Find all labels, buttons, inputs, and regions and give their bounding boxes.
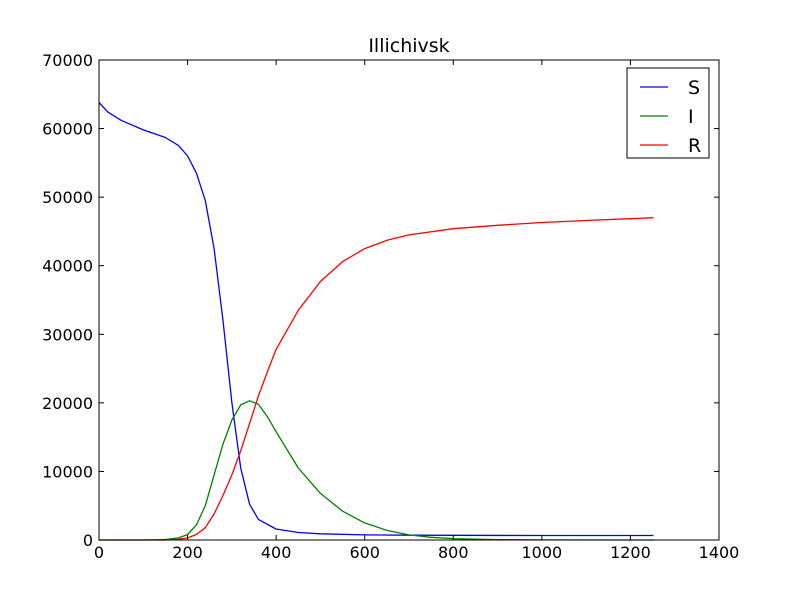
y-tick-label: 10000 [42,462,93,481]
ticks-layer: 0 200 400 600 800 1000 1200 1400 0 10000 20000 3000… [42,51,739,562]
y-tick-label: 70000 [42,51,93,70]
y-tick-label: 40000 [42,257,93,276]
y-tick-label: 20000 [42,394,93,413]
x-tick-label: 1200 [610,543,651,562]
y-tick-label: 50000 [42,188,93,207]
x-tick-label: 0 [94,543,104,562]
x-tick-label: 1000 [521,543,562,562]
series-layer [98,102,654,541]
x-tick-label: 1400 [699,543,740,562]
x-tick-label: 400 [261,543,292,562]
legend-label-R: R [688,135,701,157]
legend-box [626,67,710,159]
y-tick-label: 60000 [42,120,93,139]
x-tick-label: 800 [438,543,469,562]
legend-label-I: I [688,106,694,128]
series-line-R [99,217,654,541]
chart-title: Illichivsk [368,35,449,57]
plot-frame [98,59,720,541]
legend: SIR [626,67,710,159]
series-line-S [98,102,654,537]
x-tick-label: 600 [349,543,380,562]
legend-label-S: S [688,77,700,99]
y-tick-label: 30000 [42,325,93,344]
series-line-I [99,400,654,541]
y-tick-label: 0 [83,531,93,550]
x-tick-label: 200 [172,543,203,562]
